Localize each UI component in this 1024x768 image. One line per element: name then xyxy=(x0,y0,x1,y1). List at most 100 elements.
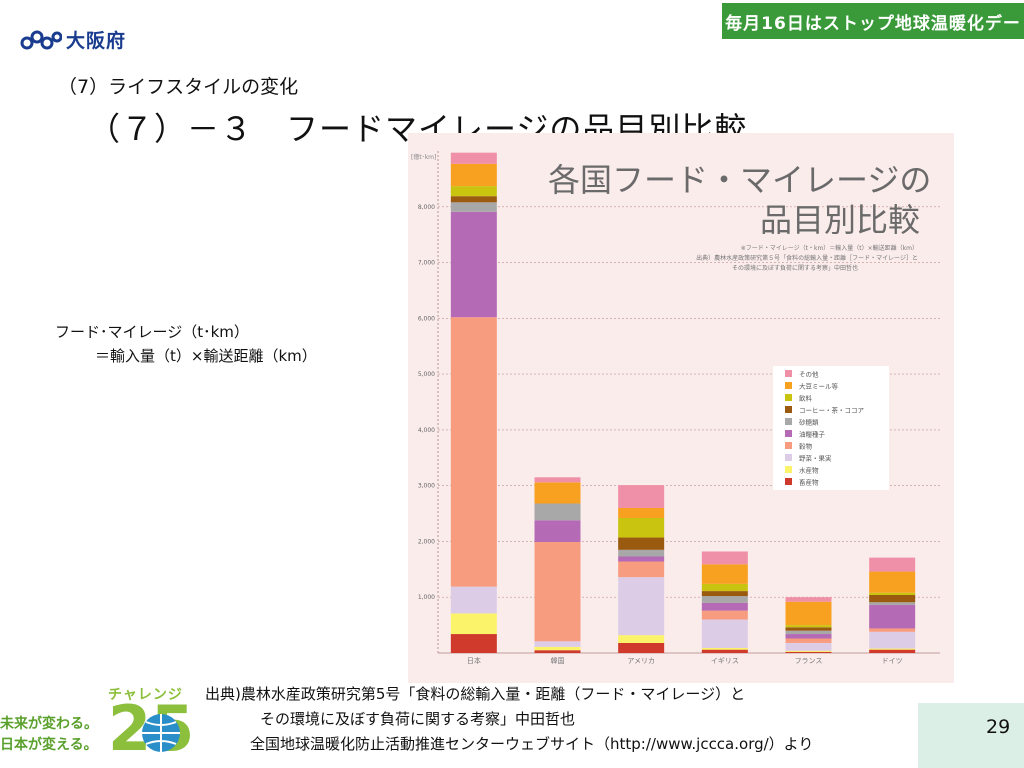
x-tick-label: フランス xyxy=(795,657,823,665)
y-tick-label: 7,000 xyxy=(418,260,435,267)
chart-title-line-1: 各国フード・マイレージの xyxy=(548,161,931,199)
challenge-slogan-line-2: 日本が変える。 xyxy=(0,737,98,753)
bar-segment xyxy=(785,638,832,643)
y-tick-label: 6,000 xyxy=(418,315,435,322)
y-tick-label: 3,000 xyxy=(418,483,435,490)
chart-legend-items: その他大豆ミール等飲料コーヒー・茶・ココア砂糖類油糧種子穀物野菜・果実水産物畜産… xyxy=(785,370,865,487)
legend-swatch xyxy=(785,382,792,389)
bar-segment xyxy=(701,583,748,592)
source-line-3: 全国地球温暖化防止活動推進センターウェブサイト（http://www.jccca… xyxy=(250,735,814,753)
bar-segment xyxy=(701,610,748,620)
legend-swatch xyxy=(785,478,792,485)
legend-label: コーヒー・茶・ココア xyxy=(799,406,865,415)
osaka-logo: 大阪府 xyxy=(20,26,126,53)
bar-segment xyxy=(869,602,916,606)
bar-segment xyxy=(701,602,748,611)
source-citation: 出典)農林水産政策研究第5号「食料の総輸入量・距離（フード・マイレージ）と その… xyxy=(205,682,813,757)
bar-segment xyxy=(450,163,497,187)
bar-segment xyxy=(450,613,497,635)
bar-segment xyxy=(869,571,916,593)
y-tick-label: 1,000 xyxy=(418,594,435,601)
bar-segment xyxy=(534,482,581,504)
bar-segment xyxy=(869,557,916,572)
page-number: 29 xyxy=(986,716,1011,738)
bar-segment xyxy=(450,186,497,197)
challenge-slogan-line-1: 未来が変わる。 xyxy=(0,716,98,732)
bar-segment xyxy=(869,648,916,650)
bar-segment xyxy=(618,635,665,643)
bar-segment xyxy=(785,630,832,635)
bar-segment xyxy=(618,556,665,562)
legend-label: 畜産物 xyxy=(799,478,819,487)
bar-segment xyxy=(785,597,832,602)
x-tick-label: 韓国 xyxy=(551,656,565,665)
bar-segment xyxy=(450,202,497,212)
x-tick-label: 日本 xyxy=(467,656,481,665)
bar-segment xyxy=(701,591,748,597)
source-line-1: 出典)農林水産政策研究第5号「食料の総輸入量・距離（フード・マイレージ）と xyxy=(205,685,746,703)
legend-swatch xyxy=(785,466,792,473)
bar-segment xyxy=(785,625,832,628)
y-tick-label: 2,000 xyxy=(418,538,435,545)
bar-segment xyxy=(785,627,832,631)
chart-x-labels: 日本 韓国 アメリカ イギリス フランス ドイツ xyxy=(467,656,903,665)
bar-segment xyxy=(534,650,581,653)
formula-line-1: フード･マイレージ（t･km） xyxy=(55,323,249,341)
challenge-slogan: 未来が変わる。 日本が変える。 xyxy=(0,714,98,756)
bar-segment xyxy=(869,592,916,595)
x-tick-label: アメリカ xyxy=(627,657,655,665)
chart-grid: 1,000 2,000 3,000 4,000 5,000 6,000 7,000 8,000 xyxy=(418,151,940,654)
chart-title-line-2: 品目別比較 xyxy=(760,201,920,239)
bar-segment xyxy=(701,596,748,603)
globe-icon xyxy=(142,714,180,752)
bar-segment xyxy=(534,503,581,521)
page-number-box xyxy=(918,703,1024,768)
bar-segment xyxy=(785,601,832,626)
bar-segment xyxy=(618,549,665,557)
bar-segment xyxy=(618,518,665,538)
x-tick-label: ドイツ xyxy=(882,657,903,665)
bar-segment xyxy=(450,317,497,587)
bar-segment xyxy=(618,561,665,578)
bar-segment xyxy=(701,619,748,648)
bar-segment xyxy=(785,650,832,652)
bar-segment xyxy=(701,647,748,650)
legend-label: 水産物 xyxy=(799,466,819,475)
bar-segment xyxy=(869,628,916,632)
bar-segment xyxy=(785,634,832,639)
bar-segment xyxy=(869,594,916,603)
legend-label: 砂糖類 xyxy=(799,418,819,427)
chart-svg: 1,000 2,000 3,000 4,000 5,000 6,000 7,000 8,000… xyxy=(408,133,954,683)
osaka-emblem-icon xyxy=(20,30,62,49)
legend-label: 大豆ミール等 xyxy=(799,382,839,391)
bar-segment xyxy=(450,211,497,318)
legend-swatch xyxy=(785,418,792,425)
legend-label: 油糧種子 xyxy=(799,430,826,439)
org-name: 大阪府 xyxy=(66,30,127,52)
bar-segment xyxy=(785,642,832,651)
legend-swatch xyxy=(785,430,792,437)
bar-segment xyxy=(618,577,665,636)
chart-legend xyxy=(773,366,889,490)
bar-segment xyxy=(785,651,832,653)
chart-note-line-3: その環境に及ぼす負荷に関する考察」中田哲也 xyxy=(732,264,858,272)
bar-segment xyxy=(534,641,581,647)
bar-segment xyxy=(618,642,665,653)
x-tick-label: イギリス xyxy=(711,657,739,665)
bar-segment xyxy=(618,485,665,508)
legend-label: 野菜・果実 xyxy=(799,454,832,463)
bar-segment xyxy=(618,537,665,550)
bar-segment xyxy=(701,564,748,584)
bar-segment xyxy=(701,551,748,565)
formula-line-2: ＝輸入量（t）×輸送距離（km） xyxy=(95,347,317,365)
chart-note-line-2: 出典）農林水産政策研究第５号「食料の総輸入量・距離［フード・マイレージ］と xyxy=(696,254,918,262)
campaign-banner: 毎月16日はストップ地球温暖化デー xyxy=(722,3,1024,39)
bar-segment xyxy=(534,646,581,651)
legend-label: その他 xyxy=(799,370,819,379)
legend-label: 穀物 xyxy=(799,442,813,451)
y-axis-unit-label: [億t･km] xyxy=(411,153,436,161)
formula-block: フード･マイレージ（t･km） ＝輸入量（t）×輸送距離（km） xyxy=(55,320,317,368)
legend-swatch xyxy=(785,442,792,449)
section-subheading: （7）ライフスタイルの変化 xyxy=(58,76,299,98)
y-tick-label: 8,000 xyxy=(418,204,435,211)
